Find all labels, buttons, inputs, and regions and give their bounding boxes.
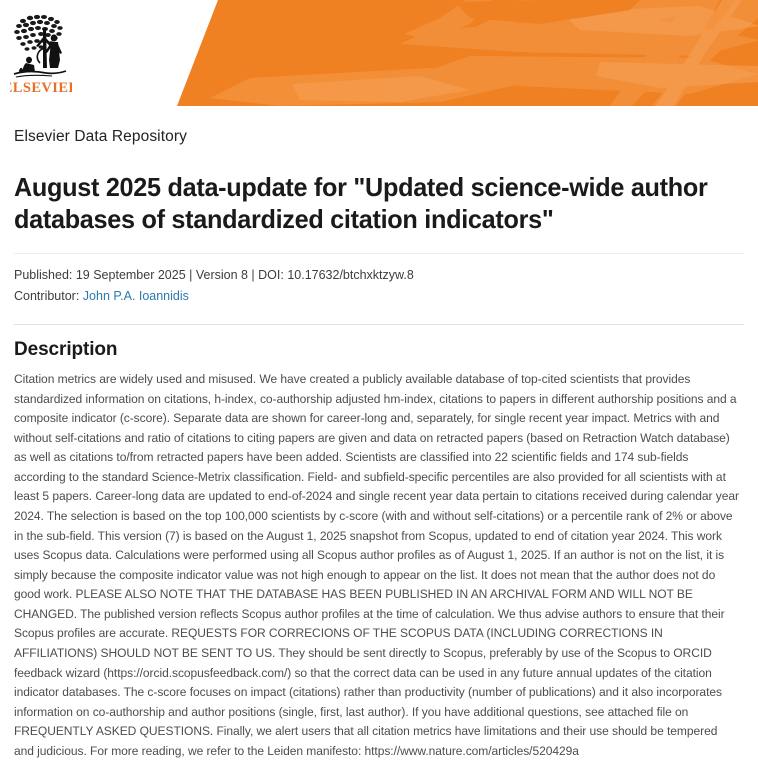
record-metadata: Published: 19 September 2025 | Version 8… [14, 265, 744, 306]
title-divider [14, 253, 744, 255]
elsevier-logo[interactable]: ELSEVIER [10, 8, 72, 96]
page-banner: ELSEVIER [0, 0, 758, 106]
description-divider [14, 323, 744, 325]
contributor-link[interactable]: John P.A. Ioannidis [82, 288, 189, 303]
elsevier-tree-non-solus-icon: ELSEVIER [10, 8, 72, 96]
contributor-label: Contributor: [14, 288, 80, 303]
description-heading: Description [14, 338, 118, 360]
description-text: Citation metrics are widely used and mis… [14, 371, 739, 758]
banner-orange-graphic [177, 0, 758, 106]
site-title: Elsevier Data Repository [14, 128, 187, 145]
contributor-line: Contributor: John P.A. Ioannidis [14, 286, 744, 306]
elsevier-wordmark: ELSEVIER [10, 80, 72, 96]
publication-meta-line: Published: 19 September 2025 | Version 8… [14, 268, 414, 283]
page-title: August 2025 data-update for "Updated sci… [14, 172, 708, 234]
page-content: Elsevier Data Repository August 2025 dat… [0, 128, 758, 762]
